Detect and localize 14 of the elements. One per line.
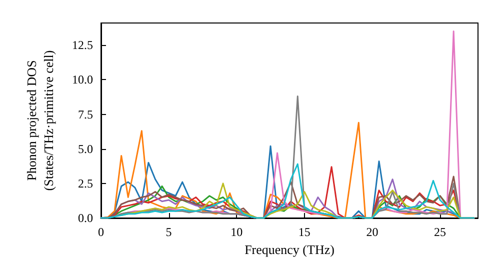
x-tick-label: 10 <box>230 225 243 239</box>
y-tick-label: 10.0 <box>72 72 93 87</box>
y-tick-label: 0.0 <box>78 211 93 225</box>
x-tick-label: 25 <box>434 225 446 239</box>
x-tick-label: 15 <box>298 225 310 239</box>
y-tick-label: 2.5 <box>78 176 93 190</box>
x-axis-title: Frequency (THz) <box>244 242 334 257</box>
x-tick-label: 5 <box>166 225 172 239</box>
y-tick-label: 5.0 <box>78 142 93 156</box>
y-tick-label: 7.5 <box>78 107 93 122</box>
x-tick-label: 20 <box>366 225 378 239</box>
y-axis-title: Phonon projected DOS (States/THz·primitive cell) <box>24 50 56 191</box>
x-tick-label: 0 <box>98 225 104 239</box>
y-tick-label: 12.5 <box>72 38 93 52</box>
